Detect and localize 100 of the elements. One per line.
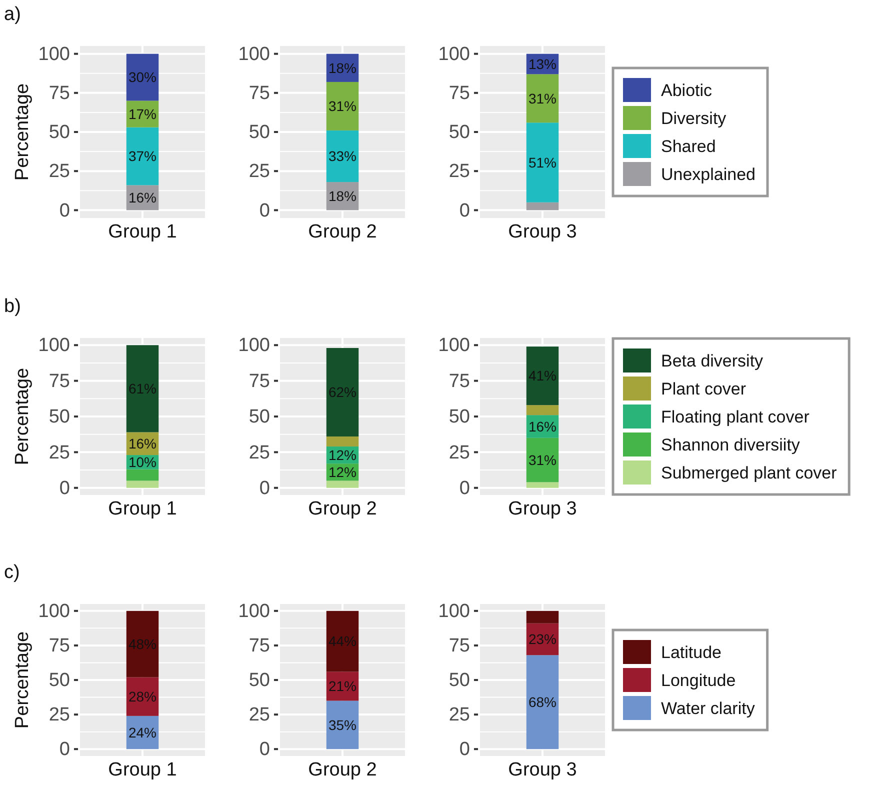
bar	[526, 74, 559, 123]
y-tick-label: 0	[459, 200, 470, 222]
y-tick-label: 50	[448, 670, 470, 692]
x-tick-label: Group 2	[308, 498, 377, 520]
y-tick-label: 100	[238, 44, 270, 65]
y-tick-label: 0	[59, 478, 70, 499]
data-label: 21%	[328, 678, 357, 694]
chart-title: a)	[4, 4, 21, 25]
y-tick-label: 50	[448, 122, 470, 144]
y-tick-label: 75	[248, 636, 270, 657]
data-label: 12%	[328, 464, 357, 480]
data-label: 12%	[328, 446, 357, 463]
y-tick-label: 75	[48, 370, 70, 392]
legend-label: Submerged plant cover	[661, 463, 838, 482]
y-tick-label: 50	[48, 122, 70, 144]
y-tick-label: 75	[48, 82, 70, 104]
data-label: 16%	[528, 418, 557, 434]
y-tick-label: 25	[248, 704, 270, 726]
y-tick-label: 100	[438, 44, 470, 65]
bar	[126, 480, 159, 488]
y-tick-label: 100	[38, 600, 70, 622]
bar	[326, 348, 359, 436]
y-tick-label: 50	[248, 122, 270, 144]
bar	[326, 480, 359, 488]
legend-label: Plant cover	[661, 379, 746, 398]
y-tick-label: 75	[448, 82, 470, 104]
data-label: 13%	[528, 56, 557, 72]
data-label: 37%	[128, 148, 157, 164]
data-label: 51%	[528, 154, 557, 170]
y-tick-label: 50	[248, 406, 270, 428]
data-label: 41%	[528, 368, 557, 384]
data-label: 35%	[328, 716, 357, 733]
y-axis-title: Percentage	[12, 631, 33, 729]
y-tick-label: 25	[448, 161, 470, 182]
y-tick-label: 100	[38, 44, 70, 65]
bar	[526, 346, 559, 406]
chart-title: c)	[4, 562, 20, 583]
y-tick-label: 100	[438, 600, 470, 622]
y-tick-label: 0	[259, 478, 270, 499]
data-label: 18%	[328, 188, 357, 204]
data-label: 33%	[328, 148, 357, 164]
bar	[326, 700, 359, 750]
x-tick-label: Group 1	[108, 221, 177, 242]
bar	[326, 130, 359, 182]
legend-label: Diversity	[661, 108, 727, 128]
x-tick-label: Group 1	[108, 759, 177, 780]
y-tick-label: 75	[448, 370, 470, 392]
bar	[526, 405, 559, 416]
data-label: 48%	[128, 636, 157, 652]
y-tick-label: 50	[248, 670, 270, 692]
data-label: 44%	[328, 633, 357, 650]
y-tick-label: 25	[48, 442, 70, 464]
bar	[526, 202, 559, 210]
x-tick-label: Group 3	[508, 498, 577, 520]
legend-label: Beta diversity	[661, 351, 764, 370]
legend-label: Shannon diversiity	[661, 435, 800, 454]
legend-label: Longitude	[661, 670, 736, 690]
bar	[526, 610, 559, 624]
data-label: 17%	[128, 106, 157, 122]
data-label: 62%	[328, 384, 357, 400]
legend-label: Water clarity	[661, 698, 756, 718]
legend-label: Shared	[661, 136, 716, 156]
data-label: 18%	[328, 60, 357, 76]
data-label: 30%	[128, 69, 157, 86]
y-tick-label: 0	[459, 739, 470, 760]
x-tick-label: Group 2	[308, 759, 377, 780]
y-tick-label: 25	[448, 442, 470, 464]
y-tick-label: 0	[259, 739, 270, 760]
y-tick-label: 25	[248, 161, 270, 182]
y-tick-label: 100	[38, 335, 70, 356]
bar	[526, 438, 559, 482]
data-label: 61%	[128, 380, 157, 397]
chart-title: b)	[4, 296, 21, 317]
bar	[326, 610, 359, 672]
legend-label: Unexplained	[661, 164, 756, 184]
y-tick-label: 0	[59, 739, 70, 760]
legend-label: Floating plant cover	[661, 407, 810, 426]
bar	[526, 482, 559, 488]
x-tick-label: Group 1	[108, 498, 177, 520]
data-label: 31%	[328, 98, 357, 114]
data-label: 68%	[528, 694, 557, 710]
y-tick-label: 100	[438, 335, 470, 356]
y-axis-title: Percentage	[12, 368, 33, 466]
data-label: 16%	[128, 190, 157, 206]
data-label: 16%	[128, 436, 157, 452]
data-label: 23%	[528, 631, 557, 648]
y-tick-label: 50	[48, 670, 70, 692]
y-tick-label: 25	[48, 161, 70, 182]
bar	[326, 436, 359, 446]
bar	[526, 655, 559, 750]
data-label: 31%	[528, 90, 557, 106]
legend-label: Latitude	[661, 642, 722, 662]
bar	[326, 82, 359, 130]
y-tick-label: 75	[448, 636, 470, 657]
data-label: 28%	[128, 688, 157, 704]
y-tick-label: 75	[248, 82, 270, 104]
bar	[126, 469, 159, 481]
bar	[126, 127, 159, 186]
y-tick-label: 25	[448, 704, 470, 726]
data-label: 24%	[128, 724, 157, 740]
